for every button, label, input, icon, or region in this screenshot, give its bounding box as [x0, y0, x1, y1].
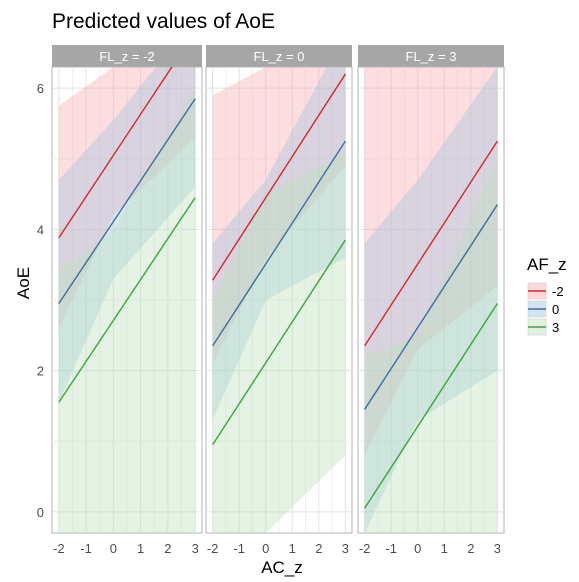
- x-tick-label: -1: [385, 541, 397, 556]
- panel-content: [58, 67, 196, 533]
- confidence-band-0: [364, 67, 498, 533]
- x-tick-label: 0: [110, 541, 117, 556]
- x-tick-label: -1: [80, 541, 92, 556]
- x-tick-label: 2: [164, 541, 171, 556]
- series-line--2: [364, 140, 498, 347]
- series-line--2: [58, 67, 173, 239]
- x-tick-label: -2: [207, 541, 219, 556]
- confidence-band-3: [364, 158, 498, 533]
- confidence-band-3: [58, 88, 196, 533]
- legend-label: -2: [552, 284, 564, 299]
- x-tick-label: 1: [441, 541, 448, 556]
- y-tick-label: 0: [37, 505, 44, 520]
- x-tick-label: -1: [233, 541, 245, 556]
- facet-strip: [52, 45, 202, 67]
- series-line-0: [58, 98, 196, 304]
- x-tick-label: 0: [414, 541, 421, 556]
- series-line-3: [212, 239, 346, 446]
- legend-label: 0: [552, 302, 559, 317]
- series-line--2: [212, 73, 346, 281]
- y-axis-ticks: 0 2 4 6: [37, 81, 44, 520]
- y-tick-label: 2: [37, 364, 44, 379]
- gridlines: [358, 67, 504, 533]
- x-tick-label: 1: [289, 541, 296, 556]
- series-line-3: [58, 197, 196, 403]
- x-tick-label: 3: [494, 541, 501, 556]
- series-line-3: [364, 303, 498, 509]
- gridlines: [206, 67, 352, 533]
- confidence-band--2: [58, 67, 196, 329]
- x-tick-label: -2: [53, 541, 65, 556]
- x-axis-ticks: -2 -1 0 1 2 3 -2 -1 0 1 2 3 -2 -1 0 1 2 3: [53, 541, 501, 556]
- x-tick-label: 2: [467, 541, 474, 556]
- series-line-0: [364, 204, 498, 410]
- x-tick-label: 3: [192, 541, 199, 556]
- x-tick-label: 1: [137, 541, 144, 556]
- confidence-band--2: [212, 67, 346, 364]
- y-axis-title: AoE: [14, 267, 33, 299]
- x-tick-label: 0: [262, 541, 269, 556]
- panel-1: FL_z = -2: [51, 45, 203, 534]
- legend-title: AF_z: [527, 255, 567, 274]
- x-tick-label: 2: [315, 541, 322, 556]
- y-tick-label: 4: [37, 222, 44, 237]
- x-axis-title: AC_z: [261, 558, 303, 577]
- panel-content: [212, 67, 346, 533]
- x-tick-label: 3: [342, 541, 349, 556]
- panels: FL_z = -2 FL_z = 0 FL_z = 3: [51, 45, 505, 534]
- chart-title: Predicted values of AoE: [52, 10, 275, 33]
- legend-label: 3: [552, 320, 559, 335]
- facet-strip-label: FL_z = -2: [99, 49, 154, 64]
- facet-strip: [206, 45, 352, 67]
- panel-3: FL_z = 3: [357, 45, 505, 534]
- panel-content: [364, 67, 498, 533]
- legend: AF_z -2 0 3: [527, 255, 567, 336]
- x-tick-label: -2: [359, 541, 371, 556]
- gridlines: [52, 67, 202, 533]
- series-line-0: [212, 140, 346, 347]
- facet-strip-label: FL_z = 0: [254, 49, 305, 64]
- facet-strip-label: FL_z = 3: [406, 49, 457, 64]
- y-tick-label: 6: [37, 81, 44, 96]
- panel-2: FL_z = 0: [205, 45, 353, 534]
- facet-strip: [358, 45, 504, 67]
